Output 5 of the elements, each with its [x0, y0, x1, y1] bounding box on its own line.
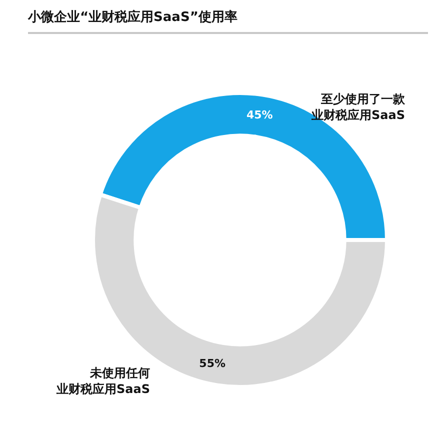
data-label: 55% — [199, 356, 226, 370]
slice-label: 至少使用了一款业财税应用SaaS — [310, 92, 406, 122]
slice-label: 未使用任何业财税应用SaaS — [56, 366, 150, 396]
chart-title: 小微企业“业财税应用SaaS”使用率 — [28, 8, 428, 34]
data-label: 45% — [246, 108, 273, 122]
